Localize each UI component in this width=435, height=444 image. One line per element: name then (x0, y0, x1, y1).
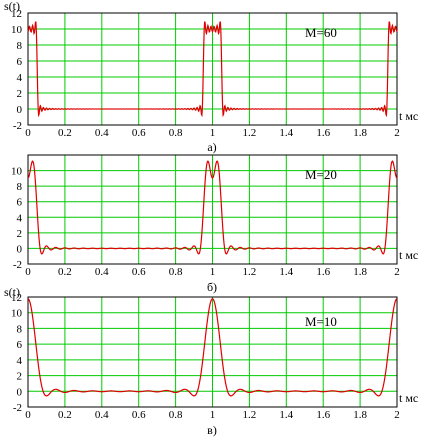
x-tick-label: 2 (394, 127, 400, 139)
panel-label: в) (207, 423, 217, 437)
x-axis-label: t мс (399, 391, 418, 405)
y-tick-label: 10 (11, 24, 23, 36)
y-tick-label: 8 (17, 181, 23, 193)
y-tick-label: 2 (17, 88, 23, 100)
x-tick-label: 1.2 (243, 409, 257, 421)
y-tick-label: 12 (11, 292, 22, 304)
y-tick-label: -2 (13, 402, 22, 414)
y-tick-label: 10 (11, 308, 23, 320)
y-tick-label: 6 (17, 56, 23, 68)
x-tick-label: 0.6 (132, 266, 146, 278)
y-axis-label: s(t) (4, 0, 20, 13)
y-tick-label: 0 (17, 104, 23, 116)
x-tick-label: 0.4 (95, 127, 109, 139)
y-tick-label: 10 (11, 166, 23, 178)
y-tick-label: 0 (17, 386, 23, 398)
x-tick-label: 1.6 (316, 409, 330, 421)
x-tick-label: 0.8 (169, 409, 183, 421)
x-tick-label: 1.2 (243, 127, 257, 139)
x-tick-label: 1.4 (279, 127, 293, 139)
y-tick-label: 12 (11, 8, 22, 20)
x-tick-label: 0 (25, 266, 31, 278)
x-tick-label: 1.8 (353, 266, 367, 278)
x-axis-label: t мс (399, 248, 418, 262)
signal-line (27, 160, 398, 255)
x-axis-label: t мс (399, 109, 418, 123)
y-tick-label: 6 (17, 197, 23, 209)
m-annotation: M=60 (305, 25, 337, 40)
x-tick-label: 0.4 (95, 409, 109, 421)
panel-label: б) (207, 280, 217, 294)
x-tick-label: 1.8 (353, 127, 367, 139)
x-tick-label: 0.8 (169, 266, 183, 278)
x-tick-label: 0.8 (169, 127, 183, 139)
signal-line (27, 298, 398, 397)
x-tick-label: 1 (210, 127, 216, 139)
x-tick-label: 0.2 (58, 127, 72, 139)
y-tick-label: 2 (17, 228, 23, 240)
x-tick-label: 1.2 (243, 266, 257, 278)
m-annotation: M=10 (305, 314, 337, 329)
signal-line (27, 21, 398, 118)
x-tick-label: 1.4 (279, 409, 293, 421)
y-tick-label: 4 (17, 355, 23, 367)
x-tick-label: 0 (25, 409, 31, 421)
y-tick-label: 4 (17, 212, 23, 224)
x-tick-label: 1.6 (316, 127, 330, 139)
y-tick-label: 4 (17, 72, 23, 84)
m-annotation: M=20 (305, 167, 337, 182)
chart-panel-3: 0 0.2 0.4 0.6 0.8 1 1.2 1.4 1.6 1.8 2-2024681012s(… (4, 285, 418, 437)
plot-frame (27, 296, 398, 408)
x-tick-label: 0.4 (95, 266, 109, 278)
x-tick-label: 2 (394, 266, 400, 278)
panel-label: а) (207, 140, 216, 154)
y-tick-label: 8 (17, 323, 23, 335)
x-tick-label: 0 (25, 127, 31, 139)
plot-frame (27, 154, 398, 265)
x-tick-label: 0.2 (58, 409, 72, 421)
x-tick-label: 1 (210, 266, 216, 278)
x-tick-label: 2 (394, 409, 400, 421)
x-tick-label: 1 (210, 409, 216, 421)
chart-panel-1: 0 0.2 0.4 0.6 0.8 1 1.2 1.4 1.6 1.8 2-2024681012s(… (4, 0, 418, 154)
x-tick-label: 0.2 (58, 266, 72, 278)
x-tick-label: 1.4 (279, 266, 293, 278)
y-tick-label: 2 (17, 371, 23, 383)
x-tick-label: 0.6 (132, 409, 146, 421)
y-tick-label: 8 (17, 40, 23, 52)
y-tick-label: -2 (13, 259, 22, 271)
y-axis-label: s(t) (4, 285, 20, 299)
x-tick-label: 0.6 (132, 127, 146, 139)
x-tick-label: 1.8 (353, 409, 367, 421)
plot-frame (27, 12, 398, 126)
x-tick-label: 1.6 (316, 266, 330, 278)
y-tick-label: 6 (17, 339, 23, 351)
y-tick-label: 0 (17, 243, 23, 255)
y-tick-label: -2 (13, 120, 22, 132)
